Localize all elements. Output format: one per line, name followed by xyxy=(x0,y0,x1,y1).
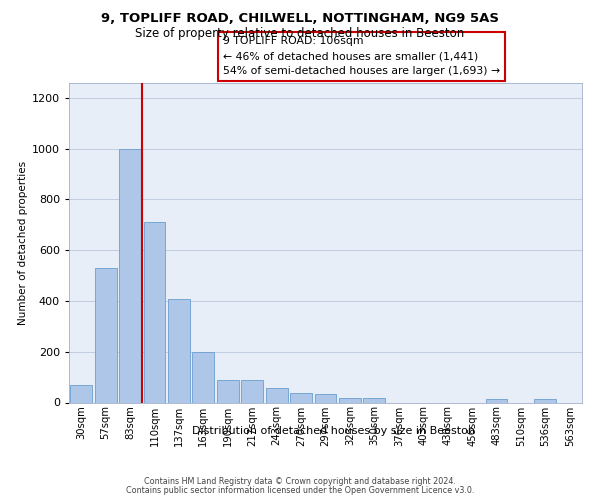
Bar xyxy=(217,380,239,402)
Y-axis label: Number of detached properties: Number of detached properties xyxy=(17,160,28,324)
Bar xyxy=(535,400,556,402)
Bar xyxy=(193,352,214,403)
Text: 9 TOPLIFF ROAD: 106sqm
← 46% of detached houses are smaller (1,441)
54% of semi-: 9 TOPLIFF ROAD: 106sqm ← 46% of detached… xyxy=(223,36,500,76)
Bar xyxy=(95,268,116,402)
Text: Size of property relative to detached houses in Beeston: Size of property relative to detached ho… xyxy=(136,28,464,40)
Text: Contains public sector information licensed under the Open Government Licence v3: Contains public sector information licen… xyxy=(126,486,474,495)
Bar xyxy=(364,398,385,402)
Bar xyxy=(290,393,312,402)
Bar xyxy=(119,148,141,402)
Bar xyxy=(143,222,166,402)
Text: 9, TOPLIFF ROAD, CHILWELL, NOTTINGHAM, NG9 5AS: 9, TOPLIFF ROAD, CHILWELL, NOTTINGHAM, N… xyxy=(101,12,499,26)
Bar xyxy=(339,398,361,402)
Bar xyxy=(485,400,508,402)
Bar xyxy=(70,385,92,402)
Text: Distribution of detached houses by size in Beeston: Distribution of detached houses by size … xyxy=(191,426,475,436)
Bar xyxy=(266,388,287,402)
Bar xyxy=(241,380,263,402)
Bar xyxy=(314,394,337,402)
Bar xyxy=(168,299,190,403)
Text: Contains HM Land Registry data © Crown copyright and database right 2024.: Contains HM Land Registry data © Crown c… xyxy=(144,477,456,486)
